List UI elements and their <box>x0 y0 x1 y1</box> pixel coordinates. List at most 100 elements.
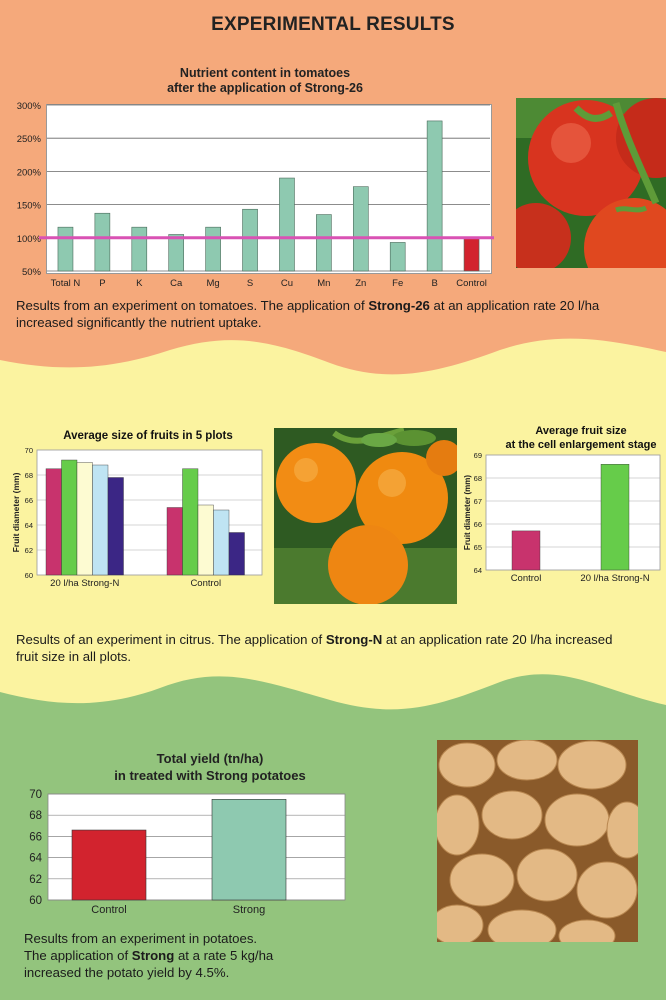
nutrient-bar-fe <box>389 242 406 272</box>
enlargement-y-tick-label: 68 <box>474 474 482 483</box>
potato-text-line2-after: at a rate 5 kg/ha <box>174 948 274 963</box>
yield-chart-title-line1: Total yield (tn/ha) <box>156 751 264 766</box>
plots-chart: Average size of fruits in 5 plots 60 62 64 6… <box>11 430 263 589</box>
nutrient-x-tick-label: Zn <box>355 278 366 289</box>
plots-y-tick-label: 66 <box>25 496 33 505</box>
plots-bar <box>76 462 93 576</box>
enlargement-x-tick-label: Control <box>511 573 542 584</box>
potato-photo <box>437 740 638 942</box>
citrus-text-after: at an application rate 20 l/ha increased… <box>16 632 613 664</box>
nutrient-y-tick-label: 300% <box>17 101 42 112</box>
nutrient-x-tick-label: Mn <box>317 278 330 289</box>
nutrient-x-tick-label: S <box>247 278 253 289</box>
yield-y-tick-label: 70 <box>29 789 42 801</box>
potato-text-line1: Results from an experiment in potatoes. <box>24 931 258 946</box>
plots-bar <box>107 477 124 576</box>
enlargement-title-line1: Average fruit size <box>535 425 626 437</box>
plots-bar <box>213 509 230 576</box>
yield-bar-control <box>71 829 147 901</box>
citrus-text-bold: Strong-N <box>325 632 383 647</box>
yield-x-tick-label: Control <box>91 904 126 916</box>
nutrient-x-tick-label: Total N <box>51 278 81 289</box>
yield-chart-title-line2: in treated with Strong potatoes <box>114 768 306 783</box>
nutrient-bar-mn <box>316 214 332 272</box>
plots-y-axis-label: Fruit diameter (mm) <box>11 472 21 552</box>
plots-x-tick-label: 20 l/ha Strong-N <box>50 578 119 589</box>
plots-y-tick-label: 68 <box>25 471 33 480</box>
nutrient-bar-ca <box>168 234 185 272</box>
nutrient-chart-title-line2: after the application of Strong-26 <box>167 81 363 95</box>
potato-text-line2-before: The application of <box>24 948 132 963</box>
enlargement-y-axis-label: Fruit diameter (mm) <box>463 475 472 550</box>
yield-y-tick-label: 62 <box>29 874 42 886</box>
plots-bar <box>92 464 109 576</box>
plots-y-tick-label: 70 <box>25 446 33 455</box>
yield-y-tick-label: 60 <box>29 895 42 907</box>
nutrient-bar-p <box>94 212 111 272</box>
enlargement-y-tick-label: 64 <box>474 566 482 575</box>
citrus-description: Results of an experiment in citrus. The … <box>16 631 616 665</box>
nutrient-chart-title: Nutrient content in tomatoes after the a… <box>110 66 420 96</box>
nutrient-bar-s <box>242 208 258 272</box>
potato-text-line2-bold: Strong <box>131 948 175 963</box>
plots-y-tick-label: 64 <box>25 521 33 530</box>
nutrient-y-tick-label: 100% <box>17 234 42 245</box>
plots-chart-title: Average size of fruits in 5 plots <box>63 430 233 442</box>
nutrient-bar-b <box>426 120 443 272</box>
page-title: EXPERIMENTAL RESULTS <box>211 14 455 35</box>
enlargement-bar <box>600 464 630 571</box>
plots-bar <box>45 468 62 576</box>
nutrient-chart-plot-area <box>46 104 492 274</box>
plots-bar <box>61 459 78 576</box>
plots-bar <box>197 504 214 576</box>
nutrient-x-tick-label: B <box>431 278 437 289</box>
tomato-description: Results from an experiment on tomatoes. … <box>16 297 616 331</box>
tomato-text-before: Results from an experiment on tomatoes. … <box>16 298 369 313</box>
nutrient-x-tick-label: Ca <box>170 278 183 289</box>
enlargement-title-line2: at the cell enlargement stage <box>506 439 657 451</box>
nutrient-chart-title-line1: Nutrient content in tomatoes <box>179 66 351 80</box>
nutrient-chart: 50% 100% 150% 200% 250% 300% Total N P K Ca Mg S Cu M… <box>17 101 494 289</box>
nutrient-x-tick-label: Control <box>456 278 487 289</box>
nutrient-y-tick-label: 150% <box>17 201 42 212</box>
yield-chart-title: Total yield (tn/ha) in treated with Stro… <box>60 750 360 784</box>
enlargement-x-tick-label: 20 l/ha Strong-N <box>580 573 649 584</box>
tomato-text-after: at an application rate 20 l/ha increased… <box>16 298 600 330</box>
yield-y-tick-label: 66 <box>29 831 42 843</box>
potato-text-line3: increased the potato yield by 4.5%. <box>24 965 230 980</box>
nutrient-bar-mg <box>205 226 221 272</box>
enlargement-y-tick-label: 65 <box>474 543 482 552</box>
nutrient-x-tick-label: Mg <box>207 278 220 289</box>
nutrient-bar-k <box>131 226 148 272</box>
plots-bar <box>166 507 183 576</box>
enlargement-y-tick-label: 67 <box>474 497 482 506</box>
plots-bar <box>182 468 199 576</box>
nutrient-bar-cu <box>279 177 295 272</box>
yield-x-tick-label: Strong <box>233 904 265 916</box>
enlargement-bar <box>511 530 541 571</box>
plots-x-tick-label: Control <box>190 578 221 589</box>
nutrient-y-tick-label: 200% <box>17 167 42 178</box>
plots-bar <box>228 532 245 576</box>
nutrient-x-tick-label: Cu <box>281 278 293 289</box>
nutrient-y-tick-label: 50% <box>22 267 42 278</box>
potato-text-line2: The application of Strong at a rate 5 kg… <box>24 947 424 964</box>
yield-chart: 60 62 64 66 68 70 Control Strong <box>29 789 346 916</box>
nutrient-y-tick-label: 250% <box>17 134 42 145</box>
nutrient-bar-total-n <box>57 226 74 272</box>
tomato-text-bold: Strong-26 <box>368 298 430 313</box>
plots-y-tick-label: 62 <box>25 546 33 555</box>
nutrient-bar-control <box>463 237 480 272</box>
enlargement-y-tick-label: 69 <box>474 451 482 460</box>
nutrient-x-tick-label: P <box>99 278 105 289</box>
enlargement-chart: Average fruit size at the cell enlargemen… <box>463 425 661 584</box>
yield-y-tick-label: 68 <box>29 810 42 822</box>
orange-photo <box>274 428 457 604</box>
nutrient-x-tick-label: Fe <box>392 278 403 289</box>
potato-description: Results from an experiment in potatoes. … <box>24 930 424 981</box>
yield-y-tick-label: 64 <box>29 853 42 865</box>
yield-bar-strong <box>211 799 287 901</box>
plots-y-tick-label: 60 <box>25 571 33 580</box>
citrus-text-before: Results of an experiment in citrus. The … <box>16 632 326 647</box>
tomato-photo <box>516 98 666 268</box>
